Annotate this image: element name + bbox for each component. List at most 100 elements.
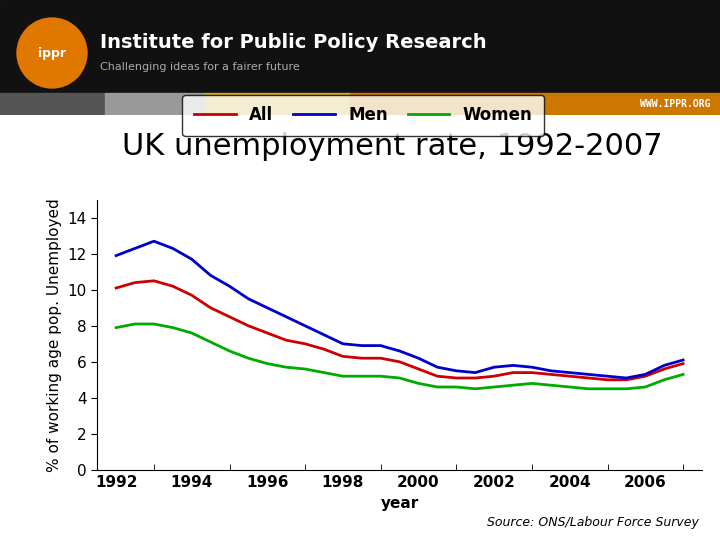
Men xyxy=(282,314,290,320)
Men xyxy=(150,238,158,245)
Men xyxy=(490,364,498,370)
All xyxy=(206,305,215,311)
Men xyxy=(357,342,366,349)
Women xyxy=(660,376,668,383)
Women xyxy=(320,369,328,376)
All xyxy=(660,366,668,372)
All xyxy=(282,337,290,343)
Men xyxy=(338,341,347,347)
Men xyxy=(622,375,631,381)
Legend: All, Men, Women: All, Men, Women xyxy=(182,94,544,136)
All xyxy=(168,283,177,289)
Men xyxy=(168,245,177,252)
All xyxy=(433,373,441,380)
Text: Challenging ideas for a fairer future: Challenging ideas for a fairer future xyxy=(100,62,300,72)
All xyxy=(131,279,140,286)
Women xyxy=(433,384,441,390)
All xyxy=(490,373,498,380)
Text: WWW.IPPR.ORG: WWW.IPPR.ORG xyxy=(639,99,710,109)
Men xyxy=(528,364,536,370)
Women xyxy=(150,321,158,327)
Men xyxy=(433,364,441,370)
Men xyxy=(187,256,196,262)
Men xyxy=(471,369,480,376)
Women xyxy=(338,373,347,380)
Line: Women: Women xyxy=(116,324,683,389)
Text: Source: ONS/Labour Force Survey: Source: ONS/Labour Force Survey xyxy=(487,516,698,529)
All xyxy=(150,278,158,284)
Women xyxy=(377,373,385,380)
Women xyxy=(168,325,177,331)
Men xyxy=(641,371,649,377)
Line: Men: Men xyxy=(116,241,683,378)
Men xyxy=(565,369,574,376)
Women xyxy=(263,360,271,367)
Text: ippr: ippr xyxy=(38,46,66,59)
Men xyxy=(377,342,385,349)
Men xyxy=(660,362,668,369)
All xyxy=(565,373,574,380)
Men xyxy=(508,362,517,369)
All xyxy=(112,285,120,291)
Men xyxy=(206,272,215,279)
All xyxy=(622,376,631,383)
Men xyxy=(263,305,271,311)
All xyxy=(338,353,347,360)
All xyxy=(528,369,536,376)
Women xyxy=(112,325,120,331)
Men xyxy=(301,322,310,329)
Men xyxy=(679,357,688,363)
Women xyxy=(357,373,366,380)
Women xyxy=(641,384,649,390)
Bar xyxy=(350,93,720,115)
All xyxy=(546,371,555,377)
All xyxy=(508,369,517,376)
Men xyxy=(584,371,593,377)
All xyxy=(263,330,271,336)
All xyxy=(377,355,385,361)
All xyxy=(414,366,423,372)
All xyxy=(301,341,310,347)
Women xyxy=(471,386,480,392)
Men xyxy=(131,245,140,252)
Women xyxy=(584,386,593,392)
Bar xyxy=(0,93,105,115)
Women xyxy=(603,386,612,392)
Bar xyxy=(205,93,350,115)
Women xyxy=(528,380,536,387)
Men xyxy=(546,368,555,374)
All xyxy=(244,322,253,329)
All xyxy=(641,373,649,380)
Women xyxy=(565,384,574,390)
Men xyxy=(225,283,234,289)
Men xyxy=(395,348,404,354)
Text: Institute for Public Policy Research: Institute for Public Policy Research xyxy=(100,33,487,52)
Text: UK unemployment rate, 1992-2007: UK unemployment rate, 1992-2007 xyxy=(122,132,663,160)
All xyxy=(357,355,366,361)
Women xyxy=(206,339,215,345)
Men xyxy=(414,355,423,361)
All xyxy=(603,376,612,383)
All xyxy=(452,375,461,381)
Women xyxy=(225,348,234,354)
All xyxy=(187,292,196,299)
All xyxy=(679,360,688,367)
Women xyxy=(244,355,253,361)
All xyxy=(225,314,234,320)
Men xyxy=(603,373,612,380)
All xyxy=(395,359,404,365)
Women xyxy=(414,380,423,387)
All xyxy=(471,375,480,381)
Women xyxy=(187,330,196,336)
Line: All: All xyxy=(116,281,683,380)
All xyxy=(584,375,593,381)
Women xyxy=(546,382,555,388)
Women xyxy=(622,386,631,392)
Women xyxy=(395,375,404,381)
All xyxy=(320,346,328,353)
Bar xyxy=(105,93,205,115)
Men xyxy=(112,252,120,259)
Women xyxy=(490,384,498,390)
Men xyxy=(244,295,253,302)
Men xyxy=(452,368,461,374)
